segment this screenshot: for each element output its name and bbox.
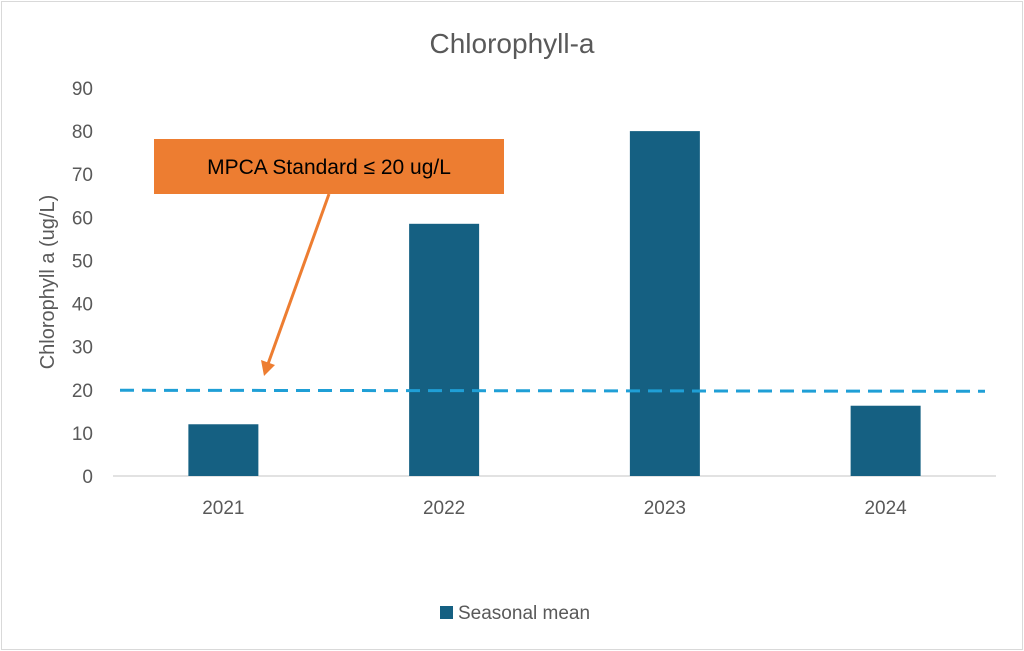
bars-group <box>188 131 921 476</box>
standard-reference-line <box>119 388 986 393</box>
legend: Seasonal mean <box>440 603 590 624</box>
annotation-arrowhead <box>261 360 275 376</box>
y-tick-label: 50 <box>72 251 93 272</box>
bar-2024 <box>850 405 921 476</box>
y-tick-label: 0 <box>82 467 93 488</box>
annotation-box <box>154 139 504 194</box>
y-tick-label: 60 <box>72 208 93 229</box>
y-tick-label: 40 <box>72 295 93 316</box>
annotation-arrow <box>266 193 331 365</box>
annotation-callout: MPCA Standard ≤ 20 ug/L <box>154 139 504 376</box>
x-tick-labels: 2021 2022 2023 2024 <box>202 498 907 519</box>
bar-2021 <box>188 424 259 476</box>
chart-title: Chlorophyll-a <box>430 28 595 59</box>
y-tick-label: 80 <box>72 122 93 143</box>
bar-2023 <box>629 131 700 476</box>
y-tick-label: 70 <box>72 165 93 186</box>
y-tick-label: 90 <box>72 79 93 100</box>
y-tick-label: 30 <box>72 338 93 359</box>
legend-swatch <box>440 606 453 619</box>
y-tick-labels: 0 10 20 30 40 50 60 70 80 90 <box>72 79 93 488</box>
x-tick-label: 2024 <box>864 498 907 519</box>
legend-label: Seasonal mean <box>458 603 590 624</box>
bar-2022 <box>409 223 480 476</box>
y-tick-label: 10 <box>72 424 93 445</box>
x-tick-label: 2023 <box>644 498 686 519</box>
y-axis-title: Chlorophyll a (ug/L) <box>37 195 59 370</box>
annotation-text: MPCA Standard ≤ 20 ug/L <box>207 156 451 179</box>
x-tick-label: 2021 <box>202 498 244 519</box>
x-tick-label: 2022 <box>423 498 465 519</box>
y-tick-label: 20 <box>72 381 93 402</box>
